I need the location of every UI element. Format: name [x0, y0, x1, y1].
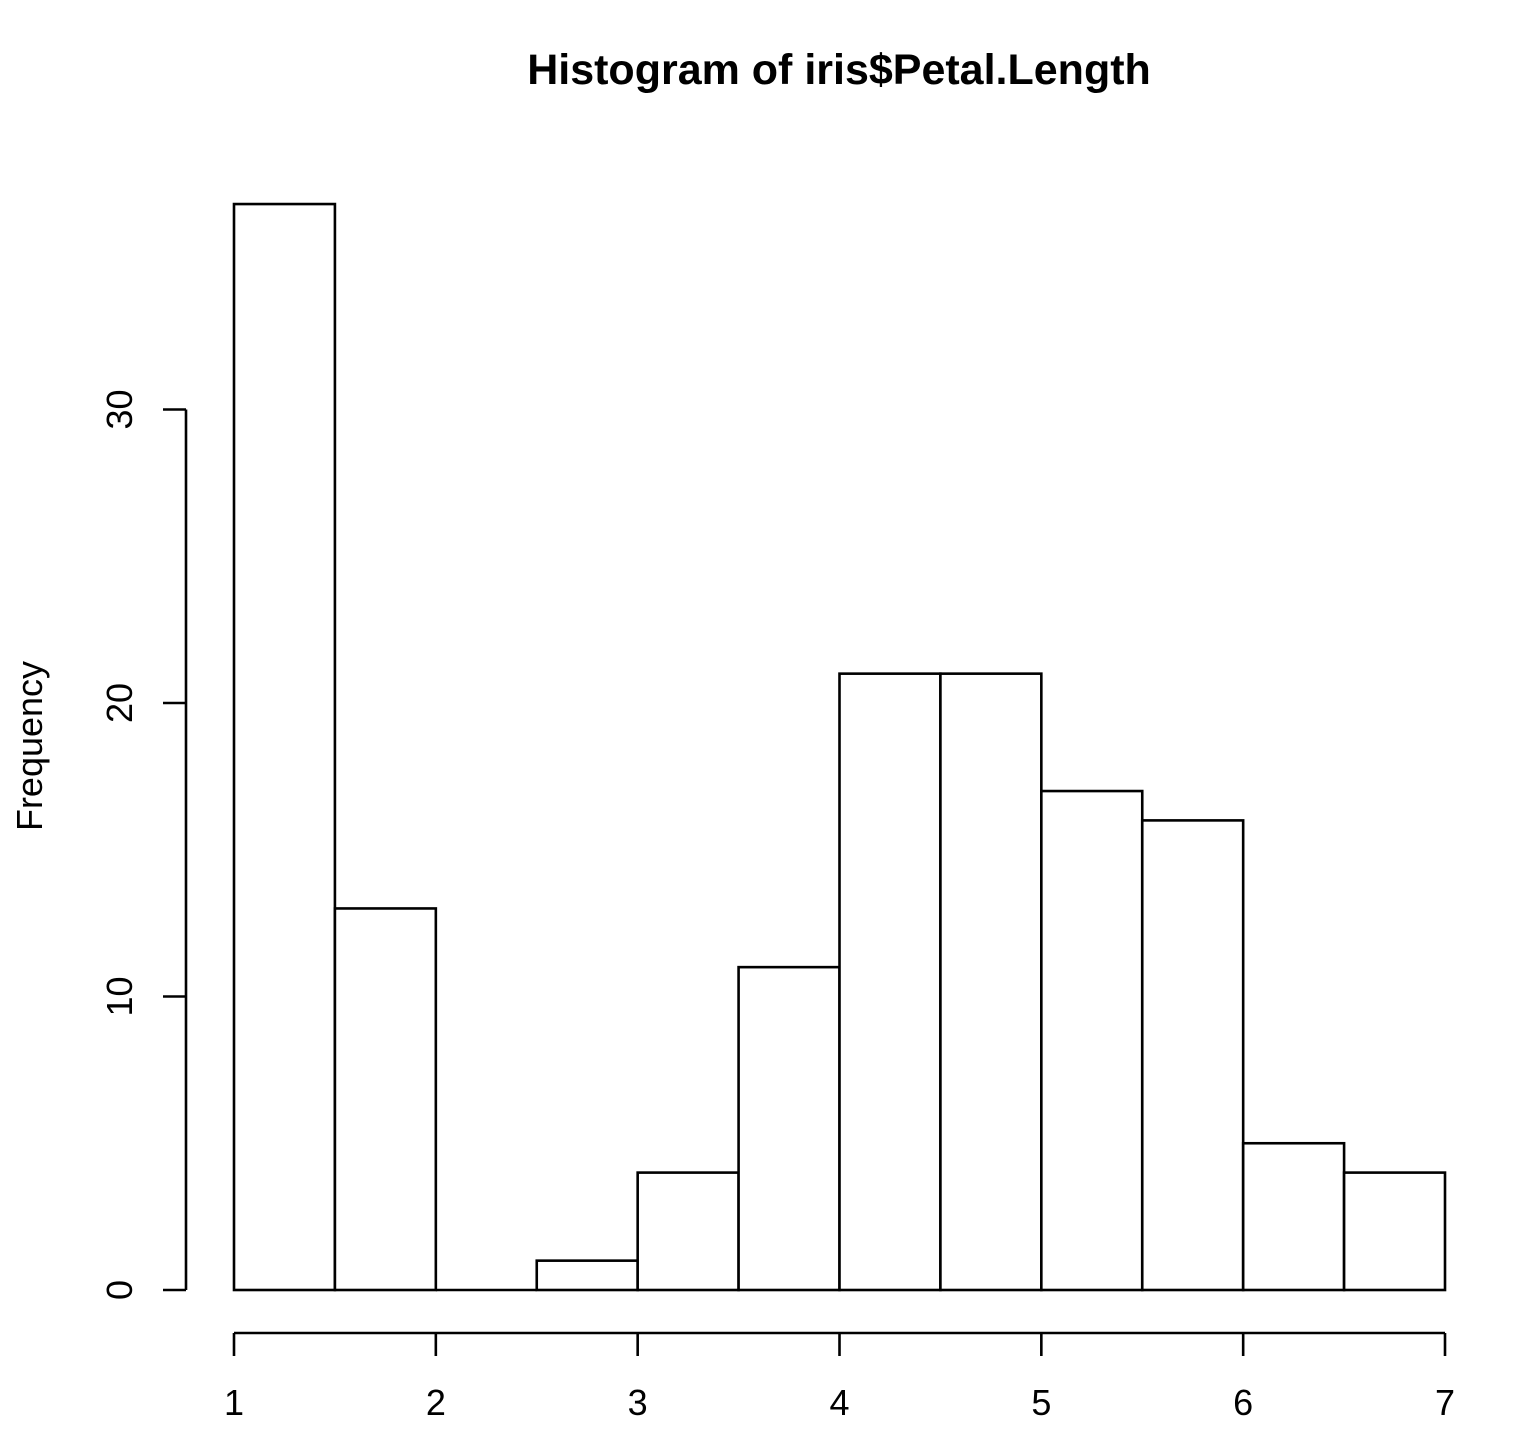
x-tick-label-6: 6	[1233, 1382, 1253, 1423]
histogram-bar-4	[535, 1259, 639, 1292]
x-tick-label-2: 2	[426, 1382, 446, 1423]
y-tick-label-0: 0	[99, 1280, 140, 1300]
histogram-bar-2	[333, 907, 438, 1292]
histogram-bar-9	[1040, 789, 1144, 1292]
x-tick-label-1: 1	[224, 1382, 244, 1423]
histogram-bar-5	[636, 1171, 740, 1292]
y-tick-label-30: 30	[99, 389, 140, 429]
y-axis: 0 10 20 30	[99, 389, 188, 1300]
x-tick-label-3: 3	[628, 1382, 648, 1423]
y-tick-label-20: 20	[99, 683, 140, 723]
x-tick-label-5: 5	[1031, 1382, 1051, 1423]
histogram-bar-8	[939, 672, 1043, 1292]
histogram-bar-12	[1342, 1171, 1447, 1292]
x-tick-label-4: 4	[829, 1382, 849, 1423]
y-tick-label-10: 10	[99, 976, 140, 1016]
histogram-bar-10	[1140, 819, 1245, 1292]
histogram-bar-1	[232, 202, 337, 1292]
bars-group	[232, 202, 1447, 1292]
y-axis-label: Frequency	[9, 661, 50, 831]
histogram-bar-11	[1241, 1141, 1346, 1292]
x-axis: 1 2 3 4 5 6 7	[224, 1331, 1455, 1423]
x-tick-label-7: 7	[1435, 1382, 1455, 1423]
histogram-bar-7	[838, 672, 942, 1292]
histogram-bar-6	[737, 965, 841, 1292]
chart-title: Histogram of iris$Petal.Length	[527, 46, 1151, 94]
